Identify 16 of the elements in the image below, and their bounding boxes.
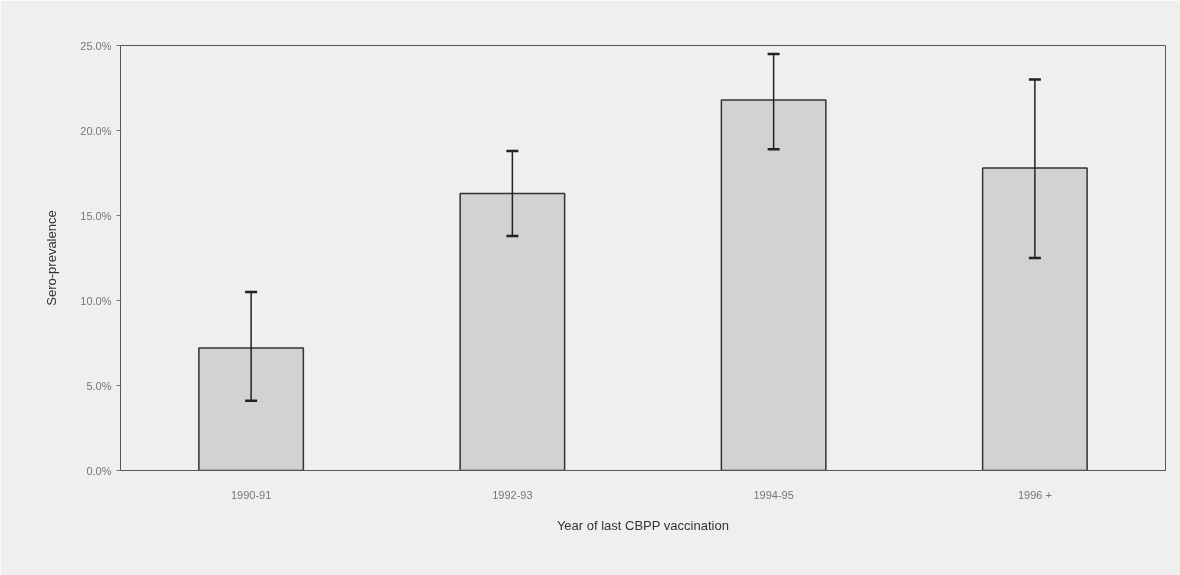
y-tick-label: 5.0% bbox=[86, 379, 112, 392]
bar bbox=[981, 167, 1088, 471]
x-tick-label: 1990-91 bbox=[230, 488, 272, 501]
y-axis-title: Sero-prevalence bbox=[44, 210, 60, 306]
x-tick-label: 1994-95 bbox=[753, 488, 794, 501]
x-tick-label: 1996 + bbox=[1017, 488, 1052, 501]
bar bbox=[720, 99, 827, 471]
y-tick-label: 10.0% bbox=[80, 294, 112, 307]
y-tick-label: 0.0% bbox=[86, 464, 112, 477]
x-tick-label: 1992-93 bbox=[492, 488, 533, 501]
y-tick-label: 20.0% bbox=[80, 124, 112, 137]
y-tick-label: 25.0% bbox=[80, 39, 112, 52]
bar bbox=[198, 347, 305, 471]
bar bbox=[459, 192, 566, 471]
x-axis-title: Year of last CBPP vaccination bbox=[556, 517, 729, 533]
y-tick-label: 15.0% bbox=[80, 209, 112, 222]
